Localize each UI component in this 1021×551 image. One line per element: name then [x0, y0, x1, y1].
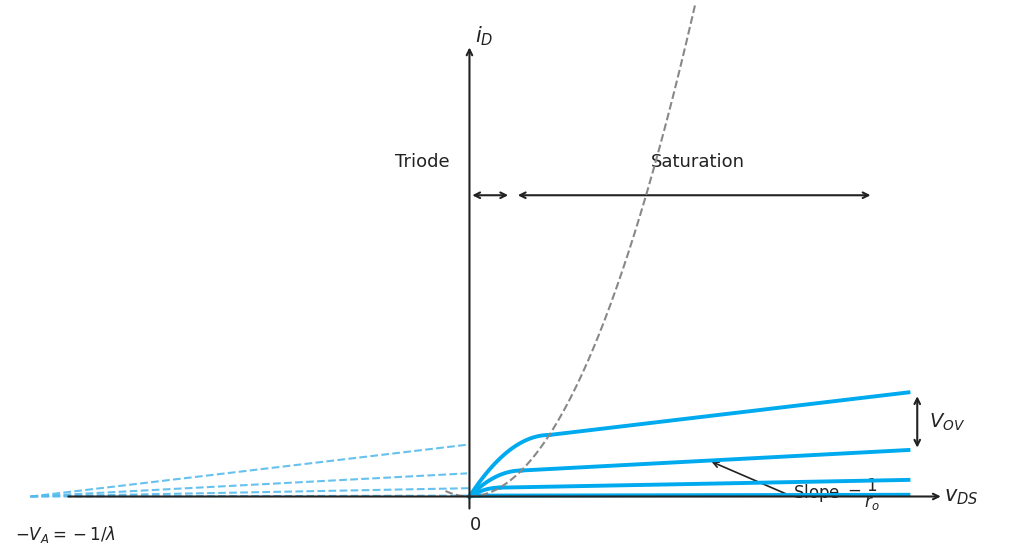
- Text: $V_{OV}$: $V_{OV}$: [929, 411, 966, 433]
- Text: $i_D$: $i_D$: [475, 24, 493, 48]
- Text: $v_{DS}$: $v_{DS}$: [944, 487, 978, 506]
- Text: $-V_A = -1/\lambda$: $-V_A = -1/\lambda$: [15, 523, 116, 544]
- Text: Saturation: Saturation: [650, 153, 744, 171]
- Text: Triode: Triode: [395, 153, 449, 171]
- Text: Slope $= \dfrac{1}{r_o}$: Slope $= \dfrac{1}{r_o}$: [792, 477, 881, 513]
- Text: 0: 0: [470, 516, 481, 534]
